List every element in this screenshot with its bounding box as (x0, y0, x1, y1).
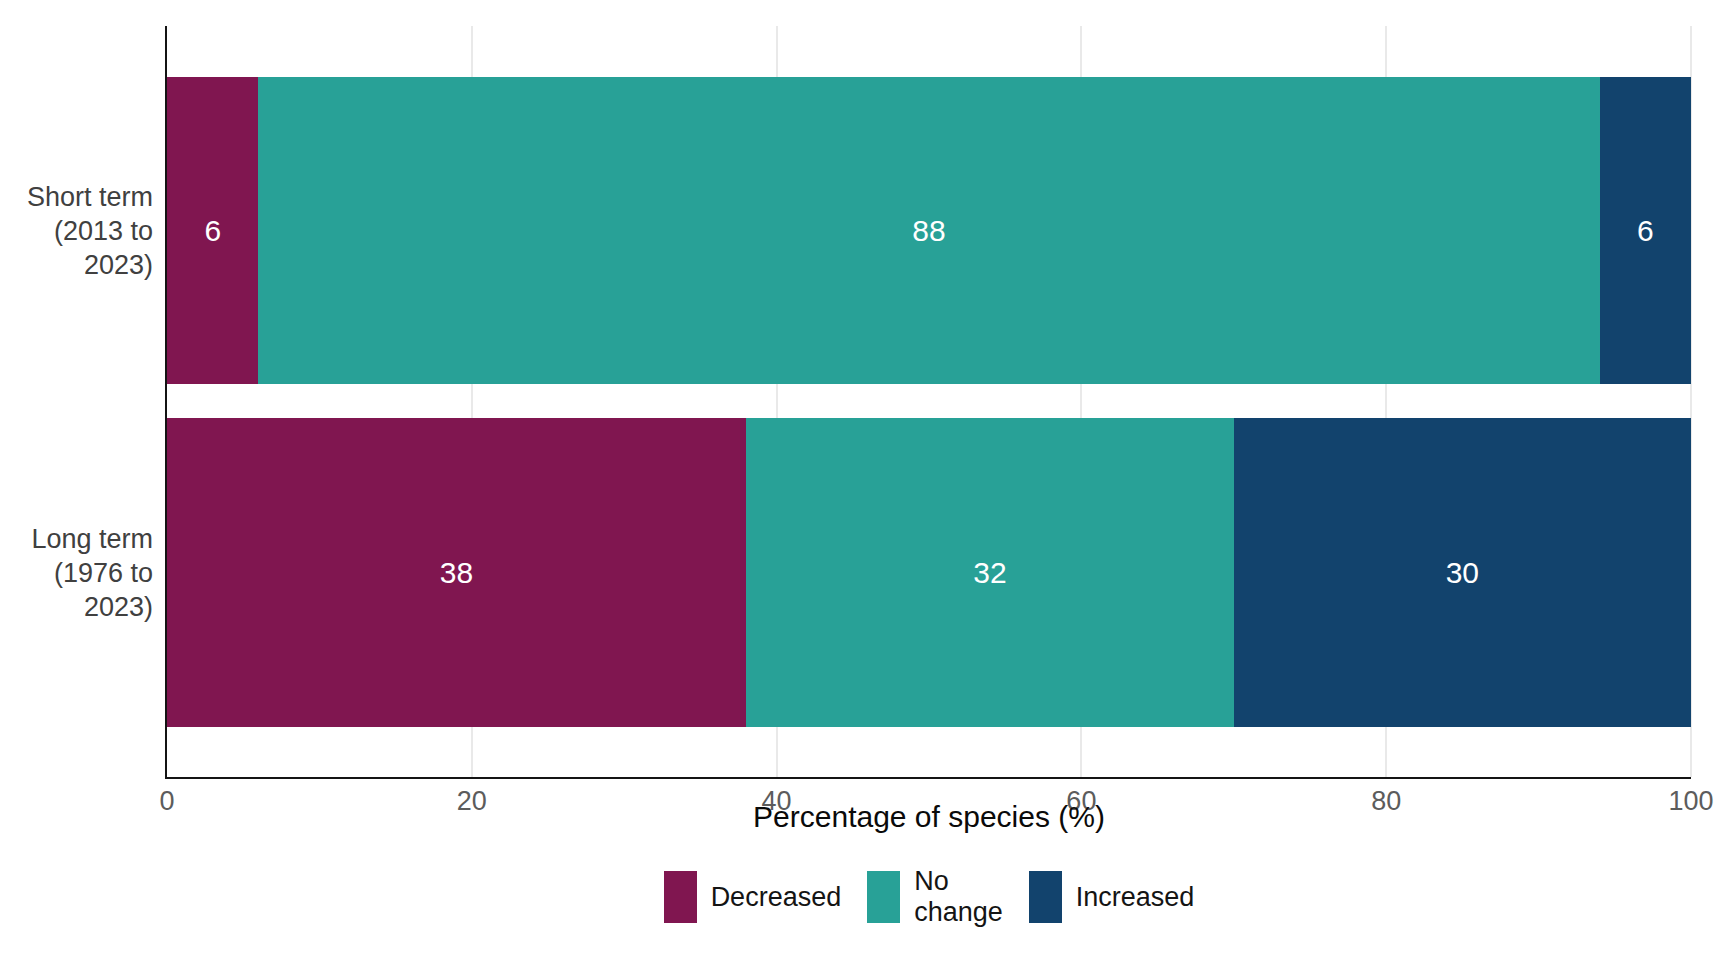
segment-value-label: 6 (1637, 214, 1654, 248)
bar-segment: 6 (1600, 77, 1691, 384)
category-label: Long term (1976 to 2023) (0, 522, 153, 624)
bar-segment: 88 (258, 77, 1599, 384)
bar-row-1: 38 32 30 (167, 418, 1691, 727)
x-axis-line (165, 777, 1691, 779)
bar-segment: 38 (167, 418, 746, 727)
legend-label: Decreased (711, 882, 842, 913)
segment-value-label: 88 (912, 214, 945, 248)
segment-value-label: 38 (440, 556, 473, 590)
legend-swatch (867, 871, 900, 923)
bar-segment: 32 (746, 418, 1234, 727)
segment-value-label: 6 (204, 214, 221, 248)
segment-value-label: 32 (973, 556, 1006, 590)
plot-area: 6886383230020406080100 (167, 26, 1691, 777)
segment-value-label: 30 (1446, 556, 1479, 590)
x-axis-title: Percentage of species (%) (167, 800, 1691, 834)
stacked-bar-chart: 6886383230020406080100 Percentage of spe… (0, 0, 1718, 960)
legend-swatch (1029, 871, 1062, 923)
bar-segment: 6 (167, 77, 258, 384)
legend-item: Increased (1029, 871, 1195, 923)
legend-swatch (664, 871, 697, 923)
legend-label: No change (914, 866, 1003, 928)
legend-item: No change (867, 866, 1003, 928)
legend-item: Decreased (664, 871, 842, 923)
legend: Decreased No change Increased (167, 866, 1691, 928)
bar-segment: 30 (1234, 418, 1691, 727)
legend-label: Increased (1076, 882, 1195, 913)
bar-row-0: 6 88 6 (167, 77, 1691, 384)
category-label: Short term (2013 to 2023) (0, 180, 153, 282)
